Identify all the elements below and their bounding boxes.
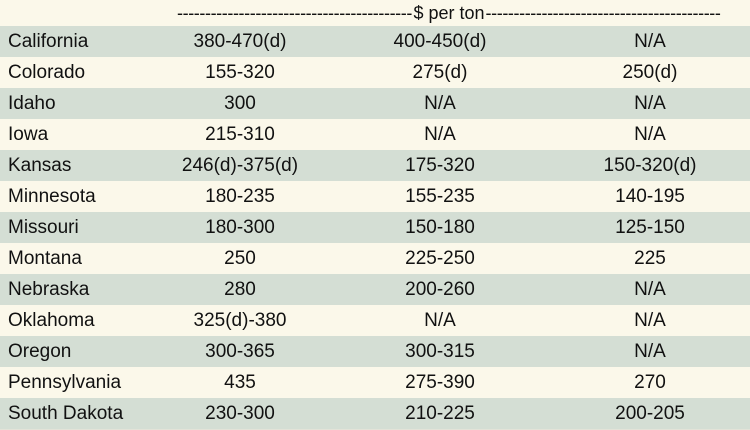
price-cell: N/A <box>424 124 456 145</box>
state-name-cell: Idaho <box>8 93 56 114</box>
table-row: Minnesota 180-235 155-235 140-195 <box>0 181 750 212</box>
price-cell: 155-320 <box>205 62 275 83</box>
price-cell: 155-235 <box>405 186 475 207</box>
header-unit-label: $ per ton <box>413 3 485 23</box>
price-cell: 150-320(d) <box>603 155 697 176</box>
header-right-dashes: ----------------------------------------… <box>485 3 721 23</box>
table-row: Montana 250 225-250 225 <box>0 243 750 274</box>
price-cell: 435 <box>224 372 256 393</box>
price-cell: 200-205 <box>550 398 750 430</box>
price-cell: 300 <box>224 93 256 114</box>
price-cell: N/A <box>634 279 666 300</box>
state-name-cell: Nebraska <box>8 279 90 300</box>
price-cell: 275-390 <box>405 372 475 393</box>
price-cell: N/A <box>634 124 666 145</box>
price-cell: 200-260 <box>405 279 475 300</box>
table-row: Oregon 300-365 300-315 N/A <box>0 336 750 367</box>
price-cell: 400-450(d) <box>393 31 487 52</box>
price-cell: 325(d)-380 <box>193 310 287 331</box>
price-cell: 280 <box>224 279 256 300</box>
price-cell: N/A <box>424 93 456 114</box>
table-row: Nebraska 280 200-260 N/A <box>0 274 750 305</box>
table-row: California 380-470(d) 400-450(d) N/A <box>0 26 750 57</box>
price-cell: N/A <box>634 341 666 362</box>
table-row: Missouri 180-300 150-180 125-150 <box>0 212 750 243</box>
price-cell: 300-315 <box>405 341 475 362</box>
price-cell: N/A <box>634 310 666 331</box>
state-name-cell: Pennsylvania <box>8 372 122 393</box>
state-name-cell: California <box>8 31 89 52</box>
state-name-cell: Oregon <box>8 341 72 362</box>
price-cell: N/A <box>424 310 456 331</box>
price-cell: 246(d)-375(d) <box>181 155 299 176</box>
price-cell: 225-250 <box>405 248 475 269</box>
table-row: Idaho 300 N/A N/A <box>0 88 750 119</box>
price-cell: N/A <box>634 31 666 52</box>
state-name-cell: Montana <box>8 248 82 269</box>
price-cell: 300-365 <box>205 341 275 362</box>
table-header-row: ----------------------------------------… <box>0 0 750 26</box>
state-name-cell: Minnesota <box>8 186 96 207</box>
price-cell: 380-470(d) <box>193 31 287 52</box>
table-row: Colorado 155-320 275(d) 250(d) <box>0 57 750 88</box>
price-cell: 140-195 <box>615 186 685 207</box>
state-name-cell: Missouri <box>8 217 79 238</box>
table-body-wrapper: California 380-470(d) 400-450(d) N/A Col… <box>0 26 750 430</box>
price-cell: 250 <box>224 248 256 269</box>
state-price-table: California 380-470(d) 400-450(d) N/A Col… <box>0 26 750 430</box>
price-cell: 175-320 <box>405 155 475 176</box>
price-cell: 215-310 <box>205 124 275 145</box>
price-cell: N/A <box>634 93 666 114</box>
state-name-cell: Oklahoma <box>8 310 95 331</box>
table-row: Pennsylvania 435 275-390 270 <box>0 367 750 398</box>
price-cell: 210-225 <box>330 398 550 430</box>
price-cell: 180-300 <box>205 217 275 238</box>
price-cell: 225 <box>634 248 666 269</box>
state-name-cell: Iowa <box>8 124 49 145</box>
price-cell: 275(d) <box>412 62 468 83</box>
price-cell: 180-235 <box>205 186 275 207</box>
table-row: Oklahoma 325(d)-380 N/A N/A <box>0 305 750 336</box>
state-name-cell: Kansas <box>8 155 72 176</box>
table-row: Iowa 215-310 N/A N/A <box>0 119 750 150</box>
price-cell: 150-180 <box>405 217 475 238</box>
price-cell: 250(d) <box>622 62 678 83</box>
state-name-cell: South Dakota <box>0 398 150 430</box>
price-cell: 125-150 <box>615 217 685 238</box>
price-cell: 230-300 <box>150 398 330 430</box>
price-unit-header: ----------------------------------------… <box>177 2 721 24</box>
state-name-cell: Colorado <box>8 62 86 83</box>
header-left-dashes: ----------------------------------------… <box>177 3 412 23</box>
table-row: South Dakota 230-300 210-225 200-205 <box>0 398 750 430</box>
table-row: Kansas 246(d)-375(d) 175-320 150-320(d) <box>0 150 750 181</box>
price-cell: 270 <box>634 372 666 393</box>
